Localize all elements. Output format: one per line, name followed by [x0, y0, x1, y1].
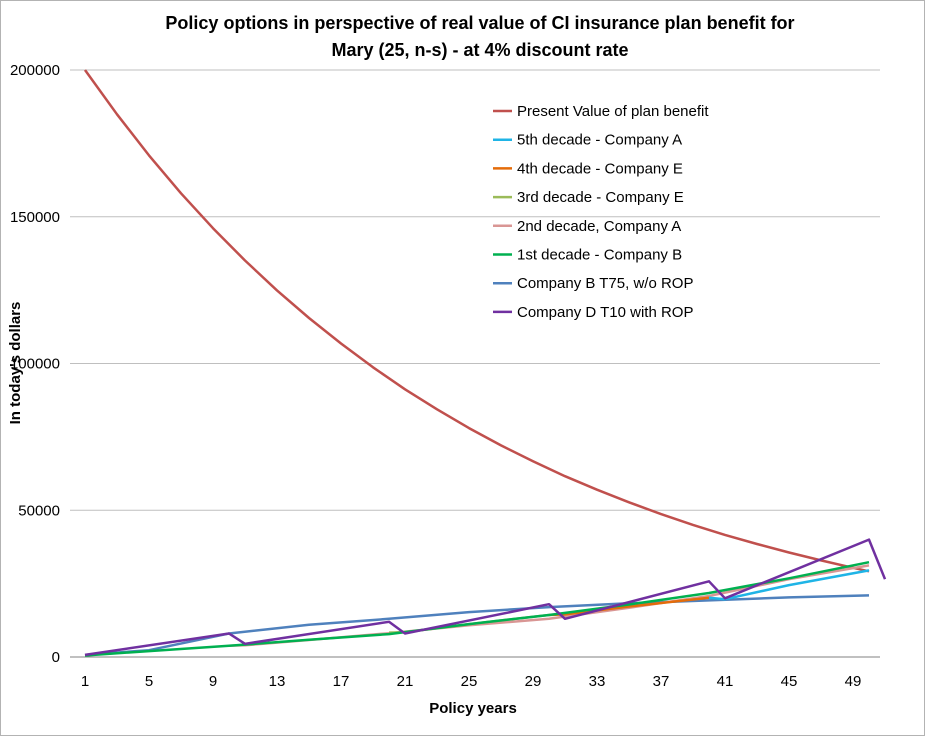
x-tick-label: 21 — [397, 673, 414, 690]
series-line-7 — [84, 538, 887, 657]
legend: Present Value of plan benefit 5th decade … — [493, 103, 709, 321]
legend-label: Company B T75, w/o ROP — [517, 275, 693, 292]
x-tick-label: 29 — [525, 673, 542, 690]
chart-title-line-2: Mary (25, n-s) - at 4% discount rate — [331, 40, 629, 60]
y-tick-label: 100000 — [10, 356, 60, 373]
x-tick-label: 1 — [81, 673, 89, 690]
x-axis-ticks: 1 5 9 13 17 21 25 29 33 37 41 45 49 — [81, 673, 862, 690]
series-lines — [83, 69, 887, 657]
chart-title: Policy options in perspective of real va… — [60, 10, 900, 64]
x-tick-label: 25 — [461, 673, 478, 690]
x-tick-label: 41 — [717, 673, 734, 690]
chart-title-line-1: Policy options in perspective of real va… — [165, 13, 795, 33]
legend-label: Company D T10 with ROP — [517, 304, 693, 321]
x-axis-label: Policy years — [429, 700, 517, 717]
x-tick-label: 5 — [145, 673, 153, 690]
x-tick-label: 13 — [269, 673, 286, 690]
x-tick-label: 45 — [781, 673, 798, 690]
y-axis-label: In today's dollars — [7, 302, 24, 425]
x-tick-label: 17 — [333, 673, 350, 690]
series-line-0 — [83, 69, 870, 573]
gridlines — [70, 69, 880, 658]
series-line-5 — [84, 560, 870, 657]
y-axis-ticks: 0 50000 100000 150000 200000 — [10, 62, 60, 666]
legend-label: 3rd decade - Company E — [517, 189, 684, 206]
x-tick-label: 37 — [653, 673, 670, 690]
y-tick-label: 50000 — [18, 502, 60, 519]
x-tick-label: 49 — [845, 673, 862, 690]
series-line-6 — [84, 594, 870, 657]
y-tick-label: 200000 — [10, 62, 60, 79]
x-tick-label: 33 — [589, 673, 606, 690]
y-tick-label: 0 — [52, 649, 60, 666]
legend-label: 1st decade - Company B — [517, 247, 682, 264]
x-tick-label: 9 — [209, 673, 217, 690]
legend-label: 5th decade - Company A — [517, 132, 682, 149]
legend-label: Present Value of plan benefit — [517, 103, 709, 120]
y-tick-label: 150000 — [10, 209, 60, 226]
legend-label: 2nd decade, Company A — [517, 218, 681, 235]
legend-label: 4th decade - Company E — [517, 160, 683, 177]
series-line-1 — [708, 569, 870, 601]
